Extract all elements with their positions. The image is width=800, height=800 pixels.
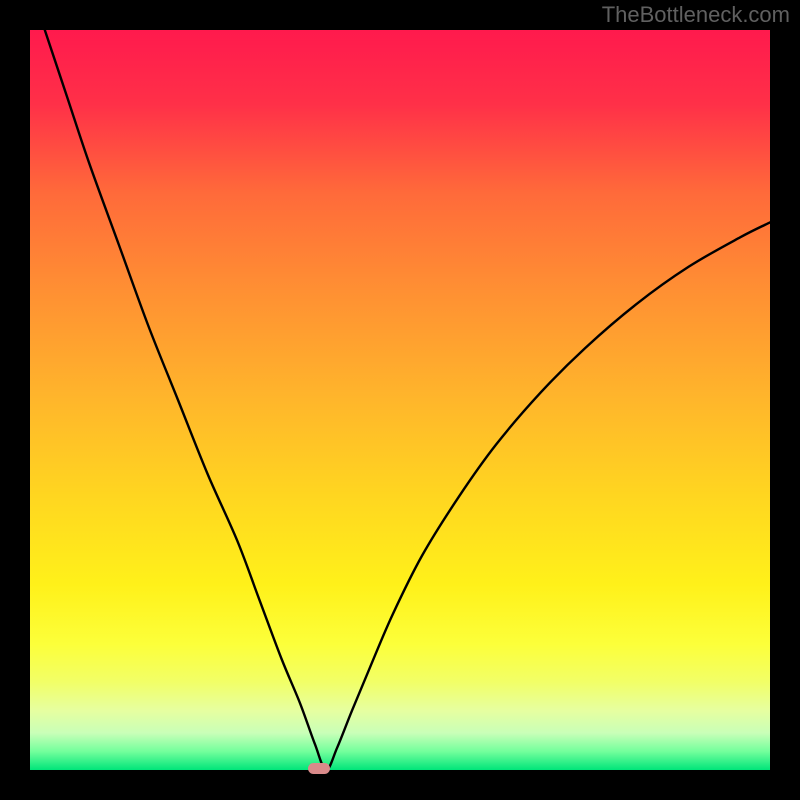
watermark-text: TheBottleneck.com [602,2,790,28]
optimum-marker [308,763,330,774]
bottleneck-curve [30,30,770,770]
plot-area [30,30,770,770]
chart-frame: TheBottleneck.com [0,0,800,800]
